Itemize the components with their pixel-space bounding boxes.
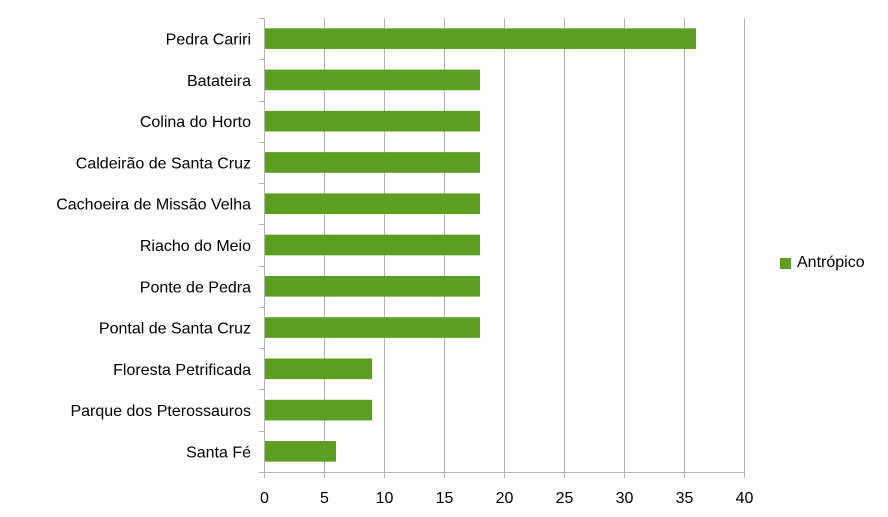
y-tick-label: Riacho do Meio	[140, 238, 251, 255]
bar	[265, 69, 480, 91]
x-tick-label: 40	[736, 490, 754, 507]
bar	[265, 358, 372, 380]
y-tick-label: Pontal de Santa Cruz	[99, 321, 251, 338]
bar	[265, 234, 480, 256]
x-tick-label: 15	[436, 490, 454, 507]
y-tick-label: Parque dos Pterossauros	[70, 403, 251, 420]
bar	[265, 399, 372, 421]
y-tick-label: Ponte de Pedra	[140, 279, 251, 296]
bar	[265, 193, 480, 215]
bar	[265, 110, 480, 132]
y-tick-label: Colina do Horto	[140, 114, 251, 131]
x-tick-label: 5	[320, 490, 329, 507]
y-tick-label: Cachoeira de Missão Velha	[56, 197, 251, 214]
y-tick-label: Floresta Petrificada	[113, 362, 251, 379]
legend-swatch	[780, 257, 791, 269]
x-tick-label: 0	[260, 490, 269, 507]
bar	[265, 152, 480, 173]
legend: Antrópico	[780, 254, 865, 272]
y-tick-label: Pedra Cariri	[166, 32, 251, 49]
x-tick-label: 35	[676, 490, 694, 507]
x-tick-label: 25	[556, 490, 574, 507]
legend-label: Antrópico	[797, 254, 865, 271]
x-tick-label: 20	[496, 490, 514, 507]
y-tick-label: Santa Fé	[186, 444, 251, 461]
bar	[265, 275, 480, 297]
bar	[265, 28, 696, 49]
y-tick-label: Caldeirão de Santa Cruz	[76, 155, 251, 172]
x-tick-label: 10	[376, 490, 394, 507]
bar	[265, 317, 480, 338]
bar	[265, 441, 336, 462]
y-tick-label: Batateira	[187, 73, 251, 90]
x-tick-label: 30	[616, 490, 634, 507]
